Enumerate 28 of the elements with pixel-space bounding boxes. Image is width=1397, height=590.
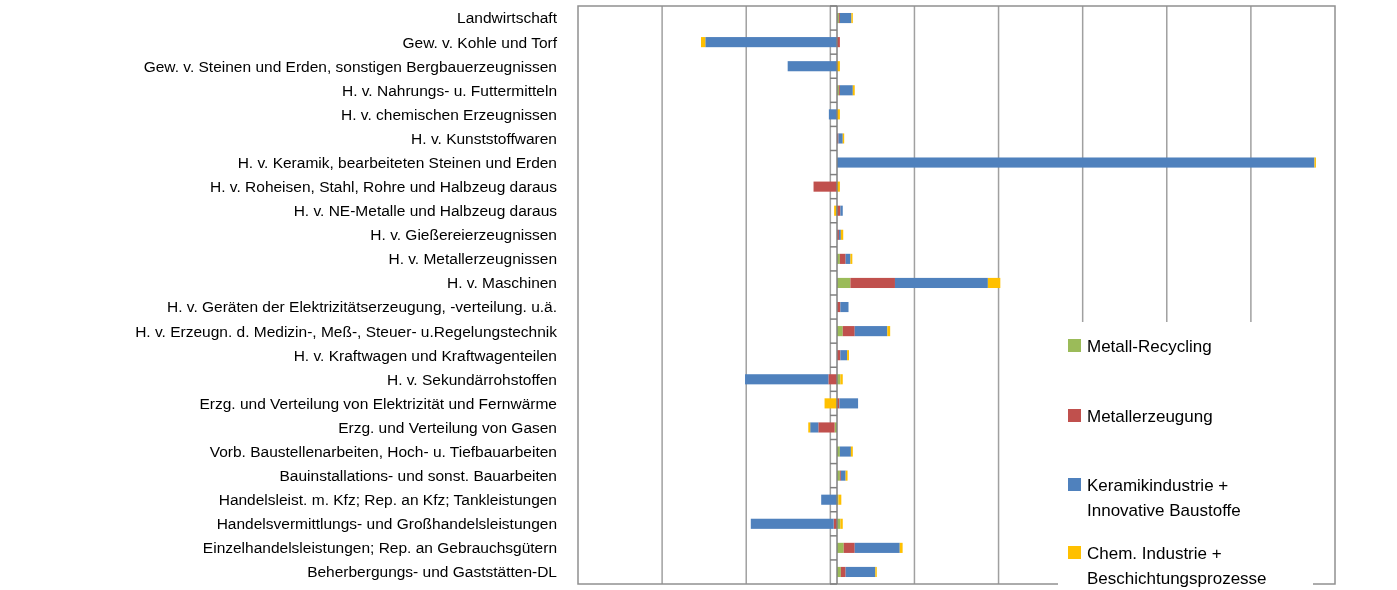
y-tick-label: H. v. Roheisen, Stahl, Rohre und Halbzeug daraus [210,178,558,196]
y-tick-label: H. v. chemischen Erzeugnissen [341,105,557,123]
y-tick-label: Vorb. Baustellenarbeiten, Hoch- u. Tiefbauarbeiten [209,442,557,460]
y-tick-label: H. v. Kraftwagen und Kraftwagenteilen [293,346,557,364]
legend-label: Keramikindustrie + Innovative Baustoffe [1087,475,1241,521]
y-tick-label: H. v. NE-Metalle und Halbzeug daraus [293,202,558,220]
y-tick-label: H. v. Maschinen [447,274,557,292]
y-tick-label: H. v. Gießereierzeugnissen [370,226,557,244]
y-tick-label: H. v. Kunststoffwaren [411,129,557,147]
y-tick-label: H. v. Metallerzeugnissen [388,250,557,268]
y-tick-label: Handelsvermittlungs- und Großhandelsleistungen [216,515,557,533]
y-tick-label: H. v. Nahrungs- u. Futtermitteln [341,81,557,99]
y-tick-label: Gew. v. Kohle und Torf [402,33,558,51]
legend-label: Metallerzeugung [1087,406,1213,426]
legend-label: Metall-Recycling [1087,336,1212,356]
y-tick-label: Beherbergungs- und Gaststätten-DL [307,563,558,581]
y-tick-label: H. v. Geräten der Elektrizitätserzeugung, -verteilung. u.ä. [167,298,557,316]
y-tick-label: Erzg. und Verteilung von Gasen [338,418,557,436]
y-tick-label: Gew. v. Steinen und Erden, sonstigen Bergbauerzeugnissen [143,57,557,75]
y-tick-label: H. v. Erzeugn. d. Medizin-, Meß-, Steuer- u.Regelungstechnik [135,322,558,340]
y-tick-label: Einzelhandelsleistungen; Rep. an Gebrauchsgütern [202,539,557,557]
y-tick-label: H. v. Keramik, bearbeiteten Steinen und Erden [237,153,557,171]
legend-label: Chem. Industrie + Beschichtungsprozesse [1087,543,1267,589]
y-tick-label: Handelsleist. m. Kfz; Rep. an Kfz; Tankleistungen [218,491,557,509]
y-tick-label: H. v. Sekundärrohstoffen [386,370,557,388]
y-tick-label: Landwirtschaft [457,9,558,27]
y-tick-label: Erzg. und Verteilung von Elektrizität und Fernwärme [199,394,557,412]
y-tick-label: Bauinstallations- und sonst. Bauarbeiten [279,467,557,485]
